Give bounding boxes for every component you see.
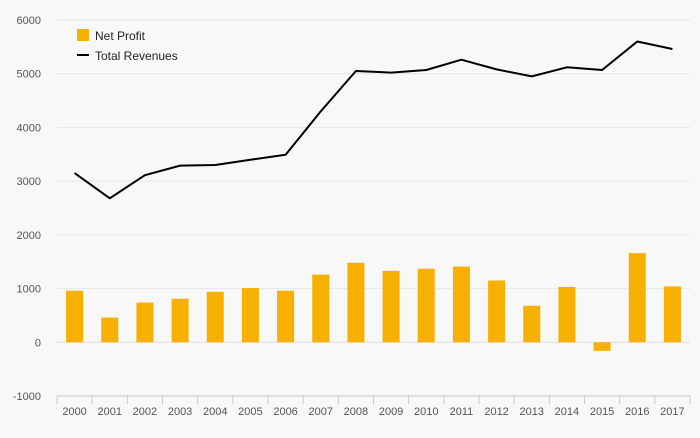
x-tick-label: 2006	[273, 406, 297, 418]
x-tick-label: 2008	[344, 406, 368, 418]
bar-net-profit-2000	[66, 291, 83, 343]
legend-swatch-net-profit	[77, 29, 89, 41]
x-tick-label: 2000	[62, 406, 86, 418]
bar-net-profit-2002	[136, 303, 153, 343]
x-tick-label: 2005	[238, 406, 262, 418]
bar-net-profit-2013	[523, 306, 540, 343]
y-tick-label: -1000	[13, 391, 41, 403]
line-total-revenues	[75, 42, 673, 199]
y-tick-label: 2000	[17, 230, 41, 242]
legend-label-total-revenues: Total Revenues	[95, 49, 178, 63]
bar-net-profit-2017	[664, 286, 681, 342]
net-profit-bars	[66, 253, 681, 351]
bar-net-profit-2010	[418, 269, 435, 343]
bar-net-profit-2014	[558, 287, 575, 342]
y-tick-label: 1000	[17, 284, 41, 296]
bar-net-profit-2016	[629, 253, 646, 342]
bar-net-profit-2007	[312, 275, 329, 343]
bar-net-profit-2015	[594, 342, 611, 351]
x-tick-label: 2007	[309, 406, 333, 418]
x-tick-label: 2009	[379, 406, 403, 418]
y-tick-label: 0	[35, 337, 41, 349]
x-tick-label: 2003	[168, 406, 192, 418]
x-tick-label: 2010	[414, 406, 438, 418]
bar-net-profit-2006	[277, 291, 294, 343]
x-tick-label: 2012	[484, 406, 508, 418]
y-tick-label: 4000	[17, 122, 41, 134]
x-tick-label: 2015	[590, 406, 614, 418]
y-axis: -1000 0 1000 2000 3000 4000 5000 6000	[13, 15, 41, 403]
x-tick-label: 2002	[133, 406, 157, 418]
bar-net-profit-2003	[172, 299, 189, 343]
bar-net-profit-2001	[101, 318, 118, 343]
y-tick-label: 5000	[17, 69, 41, 81]
x-tick-label: 2001	[98, 406, 122, 418]
x-tick-label: 2014	[555, 406, 579, 418]
total-revenues-line-group	[75, 41, 673, 198]
legend: Net Profit Total Revenues	[77, 29, 178, 63]
bar-net-profit-2004	[207, 292, 224, 342]
x-tick-label: 2004	[203, 406, 227, 418]
y-tick-label: 3000	[17, 176, 41, 188]
x-axis: 2000 2001 2002 2003 2004 2005 2006 2007 2008 2009…	[57, 396, 690, 418]
y-tick-label: 6000	[17, 15, 41, 27]
bar-net-profit-2012	[488, 281, 505, 343]
legend-label-net-profit: Net Profit	[95, 29, 146, 43]
x-tick-label: 2013	[520, 406, 544, 418]
bar-net-profit-2011	[453, 267, 470, 343]
bar-net-profit-2005	[242, 288, 259, 342]
x-tick-label: 2011	[450, 406, 474, 418]
x-tick-label: 2017	[660, 406, 684, 418]
x-tick-label: 2016	[625, 406, 649, 418]
bar-net-profit-2008	[347, 263, 364, 342]
bar-net-profit-2009	[383, 271, 400, 342]
